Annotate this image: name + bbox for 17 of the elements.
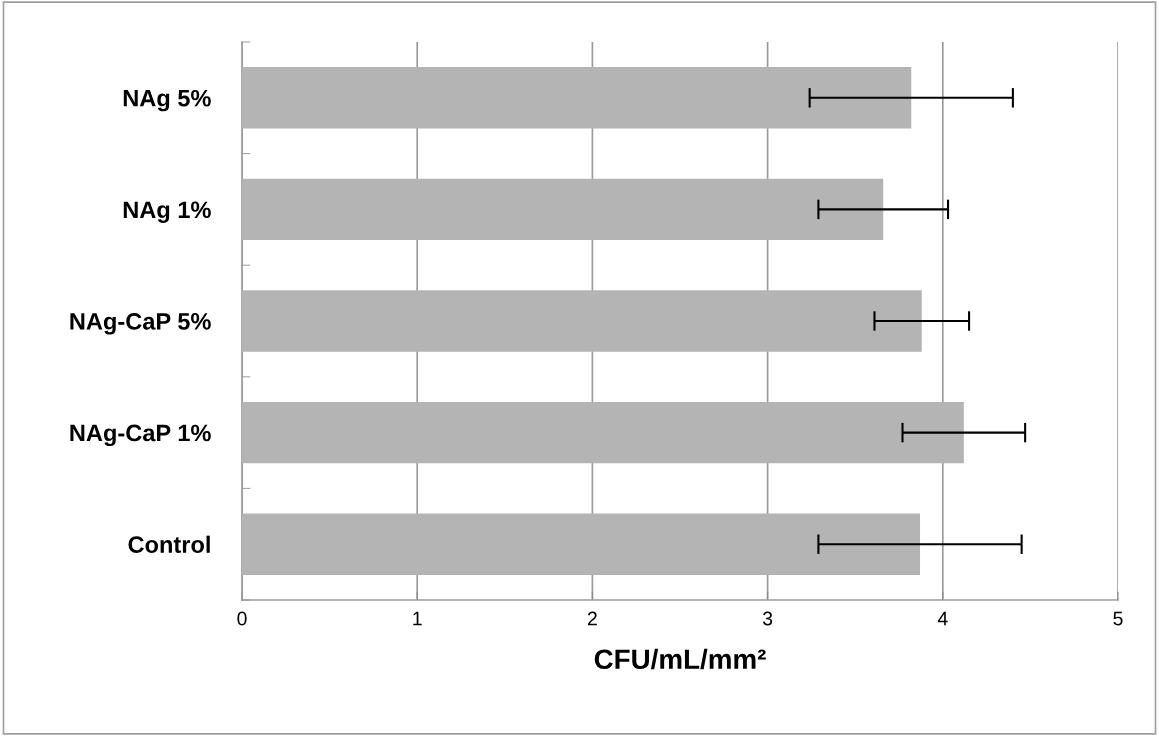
y-tick-label: NAg-CaP 5% [70, 313, 211, 335]
y-tick-label: NAg-CaP 1% [70, 424, 211, 447]
x-tick-label: 2 [587, 611, 597, 626]
x-axis-title: CFU/mL/mm² [594, 648, 766, 670]
y-tick-label: NAg 5% [123, 89, 211, 112]
bar [242, 290, 922, 352]
x-tick-label: 4 [937, 611, 948, 626]
x-tick-label: 5 [1113, 611, 1123, 626]
y-tick-label: Control [128, 535, 210, 553]
x-tick-label: 1 [413, 611, 422, 626]
y-tick-label: NAg 1% [123, 201, 211, 223]
bar [242, 513, 921, 575]
x-tick-label: 3 [762, 611, 773, 626]
x-tick-label: 0 [237, 611, 247, 626]
bar [242, 178, 884, 241]
bar [242, 67, 912, 129]
bar [242, 401, 964, 464]
